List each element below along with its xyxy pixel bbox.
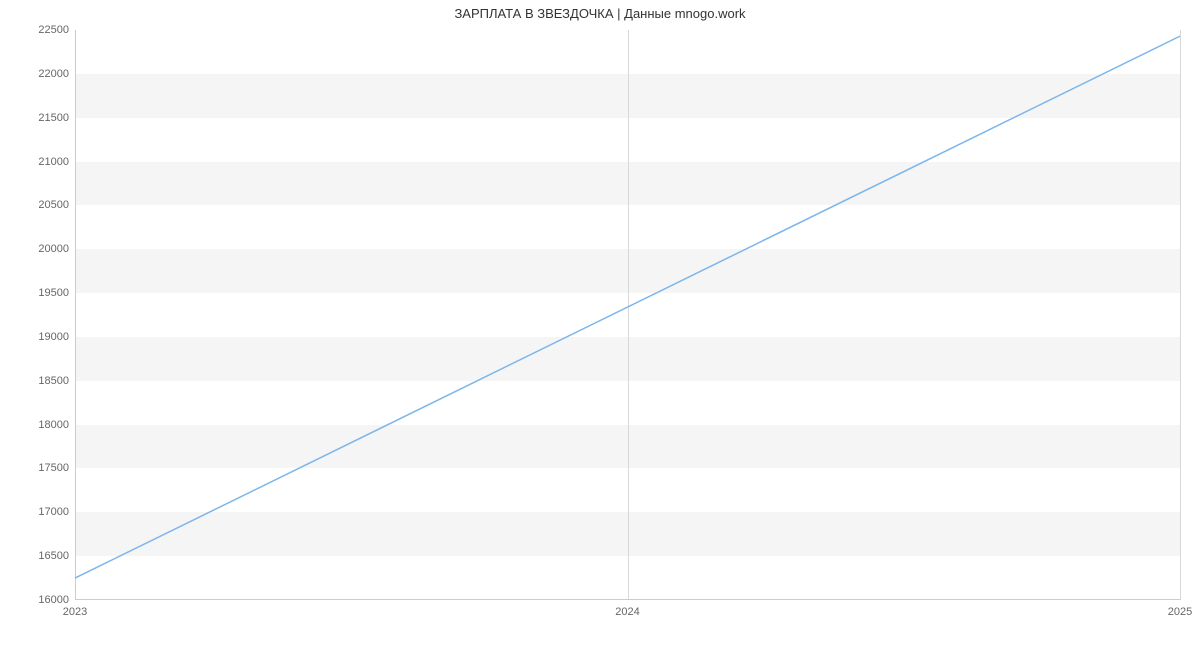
y-tick-label: 18000: [38, 419, 75, 431]
y-tick-label: 22500: [38, 24, 75, 36]
y-tick-label: 22000: [38, 68, 75, 80]
y-tick-label: 19000: [38, 331, 75, 343]
x-gridline: [1180, 30, 1181, 600]
plot-area: 1600016500170001750018000185001900019500…: [75, 30, 1180, 600]
y-tick-label: 16500: [38, 550, 75, 562]
y-tick-label: 17500: [38, 462, 75, 474]
y-tick-label: 21000: [38, 156, 75, 168]
x-tick-label: 2023: [63, 600, 87, 618]
y-tick-label: 19500: [38, 287, 75, 299]
salary-line-chart: ЗАРПЛАТА В ЗВЕЗДОЧКА | Данные mnogo.work…: [0, 0, 1200, 650]
chart-title: ЗАРПЛАТА В ЗВЕЗДОЧКА | Данные mnogo.work: [0, 6, 1200, 21]
y-tick-label: 18500: [38, 375, 75, 387]
x-tick-label: 2025: [1168, 600, 1192, 618]
y-tick-label: 21500: [38, 112, 75, 124]
line-layer: [75, 30, 1180, 600]
x-tick-label: 2024: [615, 600, 639, 618]
y-tick-label: 17000: [38, 506, 75, 518]
y-tick-label: 20000: [38, 243, 75, 255]
y-tick-label: 20500: [38, 199, 75, 211]
series-line-salary: [75, 36, 1180, 578]
